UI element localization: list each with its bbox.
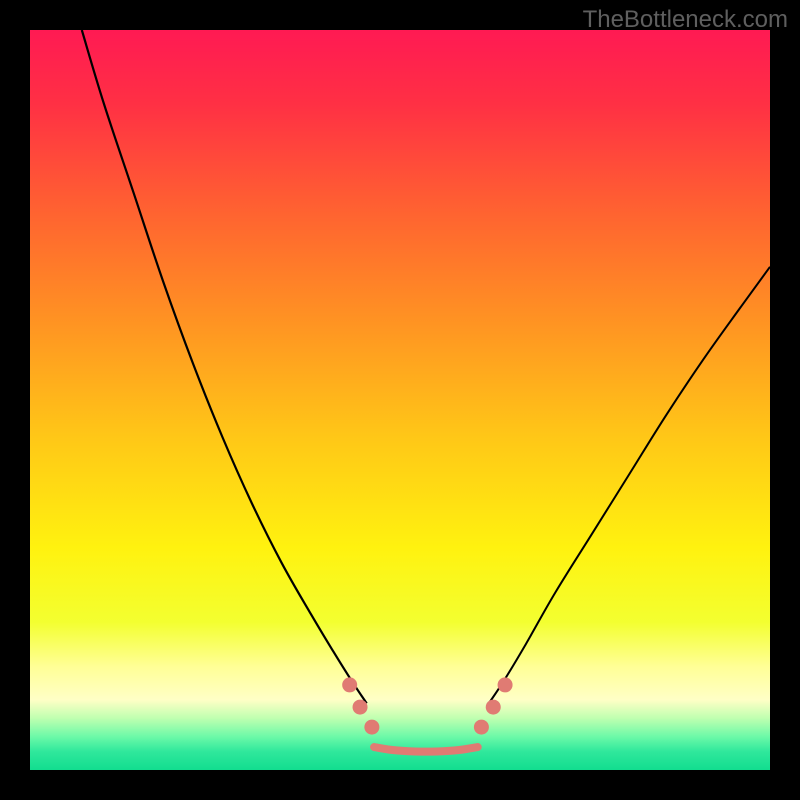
gradient-field [30, 30, 770, 770]
bottleneck-chart [0, 0, 800, 800]
chart-container: TheBottleneck.com [0, 0, 800, 800]
marker-dot [498, 677, 513, 692]
marker-dot [486, 700, 501, 715]
optimal-band [374, 747, 478, 752]
marker-dot [474, 720, 489, 735]
marker-dot [342, 677, 357, 692]
marker-dot [364, 720, 379, 735]
marker-dot [353, 700, 368, 715]
